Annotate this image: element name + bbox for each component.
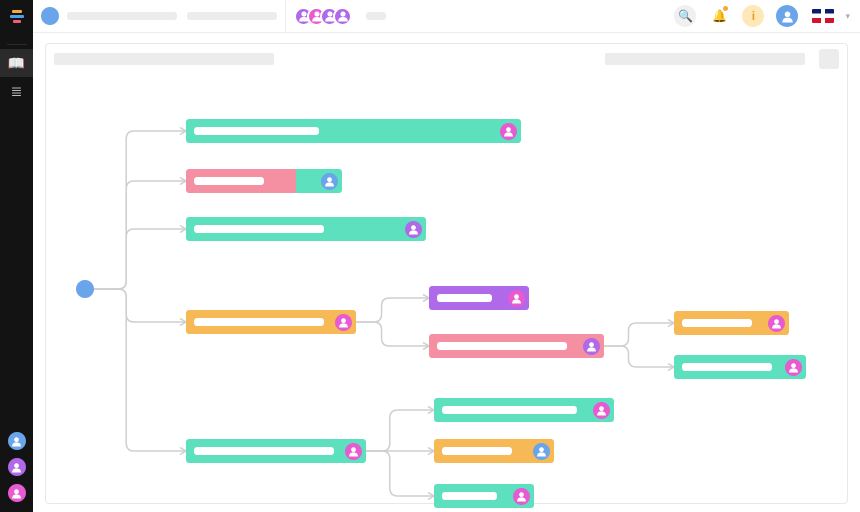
app-logo[interactable] — [7, 6, 27, 26]
collaborator-avatars[interactable] — [294, 7, 352, 26]
node-assignee-avatar[interactable] — [345, 443, 362, 460]
bell-icon: 🔔 — [712, 9, 727, 23]
locale-flag[interactable] — [812, 9, 834, 23]
node-label-placeholder — [442, 492, 497, 500]
node-assignee-avatar[interactable] — [508, 290, 525, 307]
node-assignee-avatar[interactable] — [335, 314, 352, 331]
divider — [285, 0, 286, 33]
canvas-wrap — [33, 33, 860, 512]
node-label-placeholder — [682, 319, 752, 327]
breadcrumb-root-dot[interactable] — [41, 7, 59, 25]
node-label-placeholder — [194, 177, 264, 185]
node-label-placeholder — [194, 447, 334, 455]
presence-avatar[interactable] — [8, 432, 26, 450]
tree-node[interactable] — [186, 439, 366, 463]
presence-avatar[interactable] — [8, 458, 26, 476]
canvas-header — [46, 44, 847, 74]
tree-node[interactable] — [674, 355, 806, 379]
node-assignee-avatar[interactable] — [500, 123, 517, 140]
current-user-avatar[interactable] — [776, 5, 798, 27]
breadcrumb-placeholder[interactable] — [187, 12, 277, 20]
node-label-placeholder — [194, 225, 324, 233]
breadcrumb-placeholder[interactable] — [67, 12, 177, 20]
info-button[interactable]: i — [742, 5, 764, 27]
node-label-placeholder — [437, 294, 492, 302]
tree-node[interactable] — [186, 119, 521, 143]
node-assignee-avatar[interactable] — [513, 488, 530, 505]
tree-node[interactable] — [186, 217, 426, 241]
tree-node[interactable] — [434, 398, 614, 422]
tree-node[interactable] — [674, 311, 789, 335]
presence-avatar[interactable] — [8, 484, 26, 502]
sidebar-item-book-icon[interactable]: 📖 — [0, 49, 33, 77]
search-button[interactable]: 🔍 — [674, 5, 696, 27]
node-label-placeholder — [442, 406, 577, 414]
collaborator-count-placeholder — [366, 12, 386, 20]
notifications-button[interactable]: 🔔 — [708, 5, 730, 27]
node-assignee-avatar[interactable] — [405, 221, 422, 238]
tree-node[interactable] — [434, 439, 554, 463]
info-icon: i — [752, 9, 755, 23]
chevron-down-icon: ▾ — [845, 11, 850, 22]
tree-node[interactable] — [186, 169, 346, 193]
node-label-placeholder — [194, 127, 319, 135]
canvas-title-placeholder — [54, 53, 274, 65]
tree-root-node[interactable] — [76, 280, 94, 298]
canvas-options-button[interactable] — [819, 49, 839, 69]
sidebar: 📖≣ — [0, 0, 33, 512]
tree-node[interactable] — [429, 286, 529, 310]
topbar: 🔍 🔔 i ▾ — [33, 0, 860, 33]
node-assignee-avatar[interactable] — [321, 173, 338, 190]
tree-canvas[interactable] — [45, 43, 848, 504]
node-label-placeholder — [194, 318, 324, 326]
node-assignee-avatar[interactable] — [593, 402, 610, 419]
node-assignee-avatar[interactable] — [583, 338, 600, 355]
search-icon: 🔍 — [678, 9, 693, 23]
list-icon: ≣ — [11, 83, 23, 100]
canvas-subtitle-placeholder — [605, 53, 805, 65]
app-root: 📖≣ 🔍 🔔 i ▾ — [0, 0, 860, 512]
tree-node[interactable] — [434, 484, 534, 508]
tree-node[interactable] — [429, 334, 604, 358]
node-label-placeholder — [682, 363, 772, 371]
sidebar-item-list-icon[interactable]: ≣ — [0, 77, 33, 105]
node-label-placeholder — [442, 447, 512, 455]
node-assignee-avatar[interactable] — [533, 443, 550, 460]
node-assignee-avatar[interactable] — [785, 359, 802, 376]
node-label-placeholder — [437, 342, 567, 350]
collaborator-avatar[interactable] — [333, 7, 352, 26]
book-icon: 📖 — [8, 55, 25, 72]
node-assignee-avatar[interactable] — [768, 315, 785, 332]
divider — [7, 44, 27, 45]
main-column: 🔍 🔔 i ▾ — [33, 0, 860, 512]
sidebar-presence — [8, 432, 26, 512]
tree-node[interactable] — [186, 310, 356, 334]
